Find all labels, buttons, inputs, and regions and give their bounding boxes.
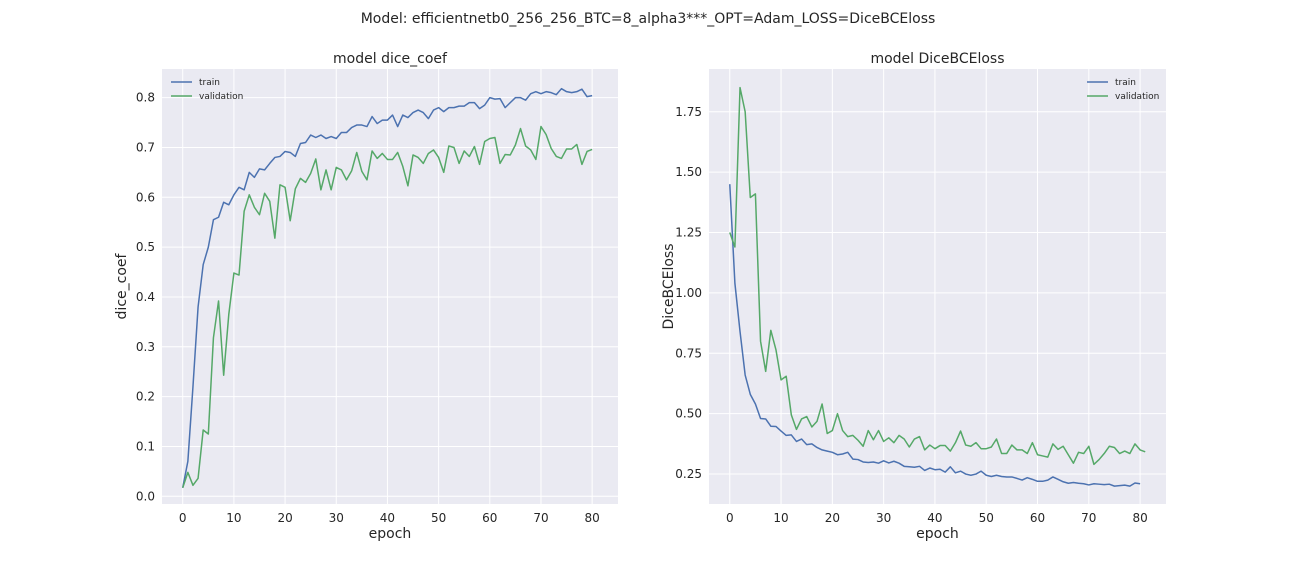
x-tick-label: 80 (585, 511, 600, 525)
x-tick-label: 80 (1132, 511, 1147, 525)
y-tick-label: 0.6 (136, 190, 155, 204)
dicebceloss-plot-area (709, 69, 1166, 504)
y-tick-label: 0.4 (136, 290, 155, 304)
legend-validation-label: validation (199, 92, 243, 102)
dicebceloss-title: model DiceBCEloss (870, 51, 1004, 67)
dicebceloss-panel: 0 10 20 30 40 50 60 70 80 0.25 0.50 0.75 1.00 1.25 1.5… (661, 51, 1166, 542)
dicebceloss-xlabel: epoch (916, 526, 959, 542)
x-tick-label: 40 (380, 511, 395, 525)
x-tick-label: 20 (825, 511, 840, 525)
y-tick-label: 0.3 (136, 340, 155, 354)
x-tick-label: 10 (226, 511, 241, 525)
y-tick-label: 1.00 (675, 286, 702, 300)
dice-coef-plot-area (162, 69, 618, 504)
train-series-line (729, 184, 1141, 487)
y-tick-label: 0.0 (136, 489, 155, 503)
y-tick-label: 0.2 (136, 390, 155, 404)
dice-coef-title: model dice_coef (333, 51, 448, 67)
x-tick-label: 0 (726, 511, 734, 525)
y-tick-label: 0.50 (675, 407, 702, 421)
x-tick-label: 0 (179, 511, 187, 525)
dice-coef-ylabel: dice_coef (114, 252, 130, 319)
legend-train-label: train (1115, 78, 1136, 88)
x-tick-label: 60 (482, 511, 497, 525)
dice-coef-grid (162, 69, 618, 504)
x-tick-label: 40 (927, 511, 942, 525)
dicebceloss-legend: train validation (1087, 78, 1159, 102)
x-tick-label: 10 (773, 511, 788, 525)
y-tick-label: 0.1 (136, 439, 155, 453)
validation-series-line (182, 125, 593, 489)
x-tick-label: 20 (277, 511, 292, 525)
x-tick-label: 70 (1081, 511, 1096, 525)
x-tick-label: 50 (979, 511, 994, 525)
y-tick-label: 0.25 (675, 467, 702, 481)
dicebceloss-ylabel: DiceBCEloss (661, 243, 677, 329)
x-tick-label: 70 (533, 511, 548, 525)
dicebceloss-ticks: 0 10 20 30 40 50 60 70 80 0.25 0.50 0.75 1.00 1.25 1.5… (675, 105, 1147, 525)
legend-validation-label: validation (1115, 92, 1159, 102)
y-tick-label: 1.75 (675, 105, 702, 119)
legend-train-label: train (199, 78, 220, 88)
x-tick-label: 50 (431, 511, 446, 525)
y-tick-label: 0.75 (675, 346, 702, 360)
dicebceloss-series (729, 86, 1146, 487)
y-tick-label: 1.25 (675, 226, 702, 240)
dice-coef-ticks: 0 10 20 30 40 50 60 70 80 0.0 0.1 0.2 0.3 0.4 0.5 0.6 0.… (136, 91, 600, 525)
x-tick-label: 60 (1030, 511, 1045, 525)
dice-coef-xlabel: epoch (369, 526, 412, 542)
dice-coef-panel: 0 10 20 30 40 50 60 70 80 0.0 0.1 0.2 0.3 0.4 0.5 0.6 0.… (114, 51, 618, 542)
y-tick-label: 0.8 (136, 91, 155, 105)
dice-coef-legend: train validation (171, 78, 243, 102)
dice-coef-series (181, 87, 593, 489)
y-tick-label: 0.7 (136, 140, 155, 154)
validation-series-line (729, 86, 1146, 466)
figure-suptitle: Model: efficientnetb0_256_256_BTC=8_alph… (361, 11, 936, 27)
train-series-line (181, 87, 593, 488)
y-tick-label: 0.5 (136, 240, 155, 254)
x-tick-label: 30 (876, 511, 891, 525)
y-tick-label: 1.50 (675, 165, 702, 179)
x-tick-label: 30 (329, 511, 344, 525)
